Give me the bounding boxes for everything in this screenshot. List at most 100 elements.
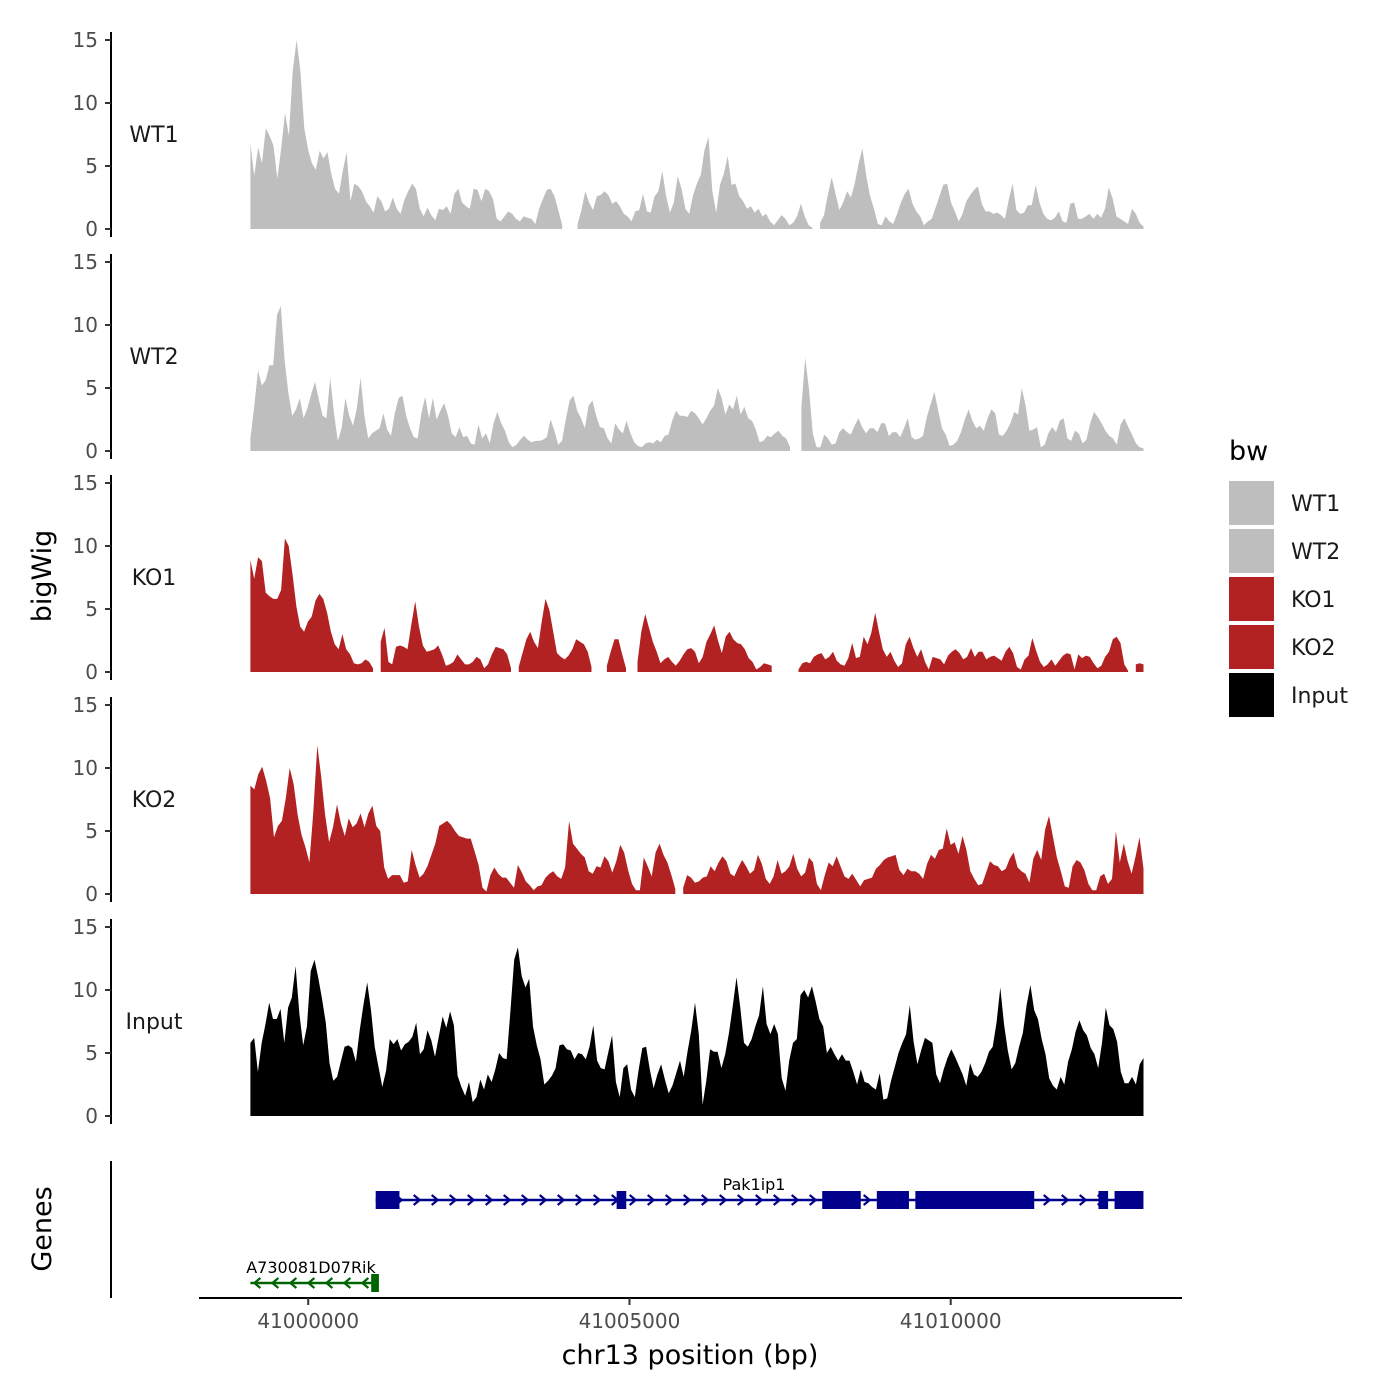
- coverage-area-input: [250, 947, 1144, 1116]
- strand-arrow-icon: [412, 1194, 422, 1206]
- coverage-area-wt1: [250, 40, 563, 229]
- y-tick-label: 10: [73, 534, 98, 558]
- y-tick-label: 5: [85, 597, 98, 621]
- coverage-area-ko1: [250, 538, 373, 672]
- legend-swatch: [1229, 481, 1274, 525]
- legend-label: Input: [1291, 684, 1348, 709]
- strand-arrow-icon: [646, 1194, 656, 1206]
- strand-arrow-icon: [682, 1194, 692, 1206]
- legend-entry: WT1: [1229, 481, 1340, 525]
- gene-exon: [371, 1274, 379, 1292]
- y-tick-label: 5: [85, 376, 98, 400]
- x-tick-label: 41005000: [579, 1309, 681, 1333]
- coverage-area-ko1: [637, 614, 772, 672]
- legend-swatch: [1229, 673, 1274, 717]
- strand-arrow-icon: [342, 1277, 352, 1289]
- strand-arrow-icon: [288, 1277, 298, 1289]
- gene-exon: [616, 1191, 627, 1209]
- strand-arrow-icon: [252, 1277, 262, 1289]
- y-tick-label: 10: [73, 91, 98, 115]
- strand-arrow-icon: [430, 1194, 440, 1206]
- track-label: WT2: [129, 345, 178, 370]
- genes-panel: Genes Pak1ip1 A730081D07Rik: [27, 1161, 1144, 1298]
- legend-entry: Input: [1229, 673, 1348, 717]
- tracks-layer: 0 5 10 15 WT1 0 5 10 15 WT2 0 5 10 15 KO1 0 5 10 15 KO2 0 5 10…: [73, 28, 1144, 1128]
- coverage-area-ko1: [1135, 663, 1144, 672]
- legend-label: KO2: [1291, 636, 1336, 661]
- x-tick-label: 41010000: [900, 1309, 1002, 1333]
- y-tick-label: 15: [73, 250, 98, 274]
- y-axis-title: bigWig: [27, 530, 58, 623]
- strand-arrow-icon: [736, 1194, 746, 1206]
- track-label: WT1: [129, 123, 178, 148]
- track-input: 0 5 10 15 Input: [73, 915, 1144, 1128]
- legend-entries: WT1 WT2 KO1 KO2 Input: [1229, 481, 1348, 717]
- strand-arrow-icon: [1060, 1194, 1070, 1206]
- legend-entry: KO2: [1229, 625, 1336, 669]
- coverage-area-ko2: [250, 745, 676, 894]
- x-tick-label: 41000000: [257, 1309, 359, 1333]
- track-label: Input: [126, 1010, 183, 1035]
- coverage-area-ko1: [606, 639, 626, 672]
- legend-label: WT1: [1291, 492, 1340, 517]
- gene-exon: [915, 1191, 1035, 1209]
- y-tick-label: 10: [73, 313, 98, 337]
- gene-exon: [375, 1191, 400, 1209]
- coverage-area-ko1: [380, 601, 511, 672]
- track-label: KO2: [132, 788, 177, 813]
- y-tick-label: 15: [73, 915, 98, 939]
- y-tick-label: 15: [73, 471, 98, 495]
- gene-exon: [1098, 1191, 1109, 1209]
- legend-label: WT2: [1291, 540, 1340, 565]
- coverage-area-wt2: [250, 306, 790, 451]
- strand-arrow-icon: [664, 1194, 674, 1206]
- track-wt1: 0 5 10 15 WT1: [73, 28, 1144, 241]
- coverage-area-wt1: [820, 148, 1144, 229]
- y-tick-label: 0: [85, 882, 98, 906]
- strand-arrow-icon: [448, 1194, 458, 1206]
- y-tick-label: 15: [73, 693, 98, 717]
- strand-arrow-icon: [790, 1194, 800, 1206]
- track-wt2: 0 5 10 15 WT2: [73, 250, 1144, 463]
- x-axis: 41000000 41005000 41010000 chr13 position …: [199, 1297, 1182, 1371]
- gene-exon: [1114, 1191, 1144, 1209]
- y-tick-label: 10: [73, 756, 98, 780]
- strand-arrow-icon: [502, 1194, 512, 1206]
- strand-arrow-icon: [484, 1194, 494, 1206]
- legend-title: bw: [1229, 436, 1268, 467]
- gene-label: Pak1ip1: [723, 1175, 786, 1194]
- y-tick-label: 0: [85, 439, 98, 463]
- coverage-area-wt2: [801, 357, 1144, 451]
- strand-arrow-icon: [772, 1194, 782, 1206]
- legend-entry: KO1: [1229, 577, 1336, 621]
- legend-swatch: [1229, 529, 1274, 573]
- strand-arrow-icon: [324, 1277, 334, 1289]
- legend-swatch: [1229, 577, 1274, 621]
- strand-arrow-icon: [306, 1277, 316, 1289]
- gene-exon: [876, 1191, 909, 1209]
- strand-arrow-icon: [1078, 1194, 1088, 1206]
- coverage-area-ko2: [683, 815, 1144, 894]
- y-tick-label: 5: [85, 819, 98, 843]
- x-ticks: 41000000 41005000 41010000: [257, 1298, 1002, 1333]
- y-tick-label: 10: [73, 978, 98, 1002]
- gene-a730081d07rik: A730081D07Rik: [246, 1258, 379, 1292]
- coverage-area-ko1: [518, 598, 592, 672]
- legend-label: KO1: [1291, 588, 1336, 613]
- track-label: KO1: [132, 566, 177, 591]
- y-tick-label: 0: [85, 1104, 98, 1128]
- strand-arrow-icon: [628, 1194, 638, 1206]
- strand-arrow-icon: [270, 1277, 280, 1289]
- strand-arrow-icon: [718, 1194, 728, 1206]
- y-tick-label: 0: [85, 217, 98, 241]
- y-tick-label: 5: [85, 154, 98, 178]
- strand-arrow-icon: [1042, 1194, 1052, 1206]
- strand-arrow-icon: [466, 1194, 476, 1206]
- coverage-area-wt1: [577, 137, 813, 229]
- strand-arrow-icon: [754, 1194, 764, 1206]
- strand-arrow-icon: [592, 1194, 602, 1206]
- x-axis-title: chr13 position (bp): [562, 1340, 819, 1371]
- strand-arrow-icon: [808, 1194, 818, 1206]
- legend-swatch: [1229, 625, 1274, 669]
- track-ko2: 0 5 10 15 KO2: [73, 693, 1144, 906]
